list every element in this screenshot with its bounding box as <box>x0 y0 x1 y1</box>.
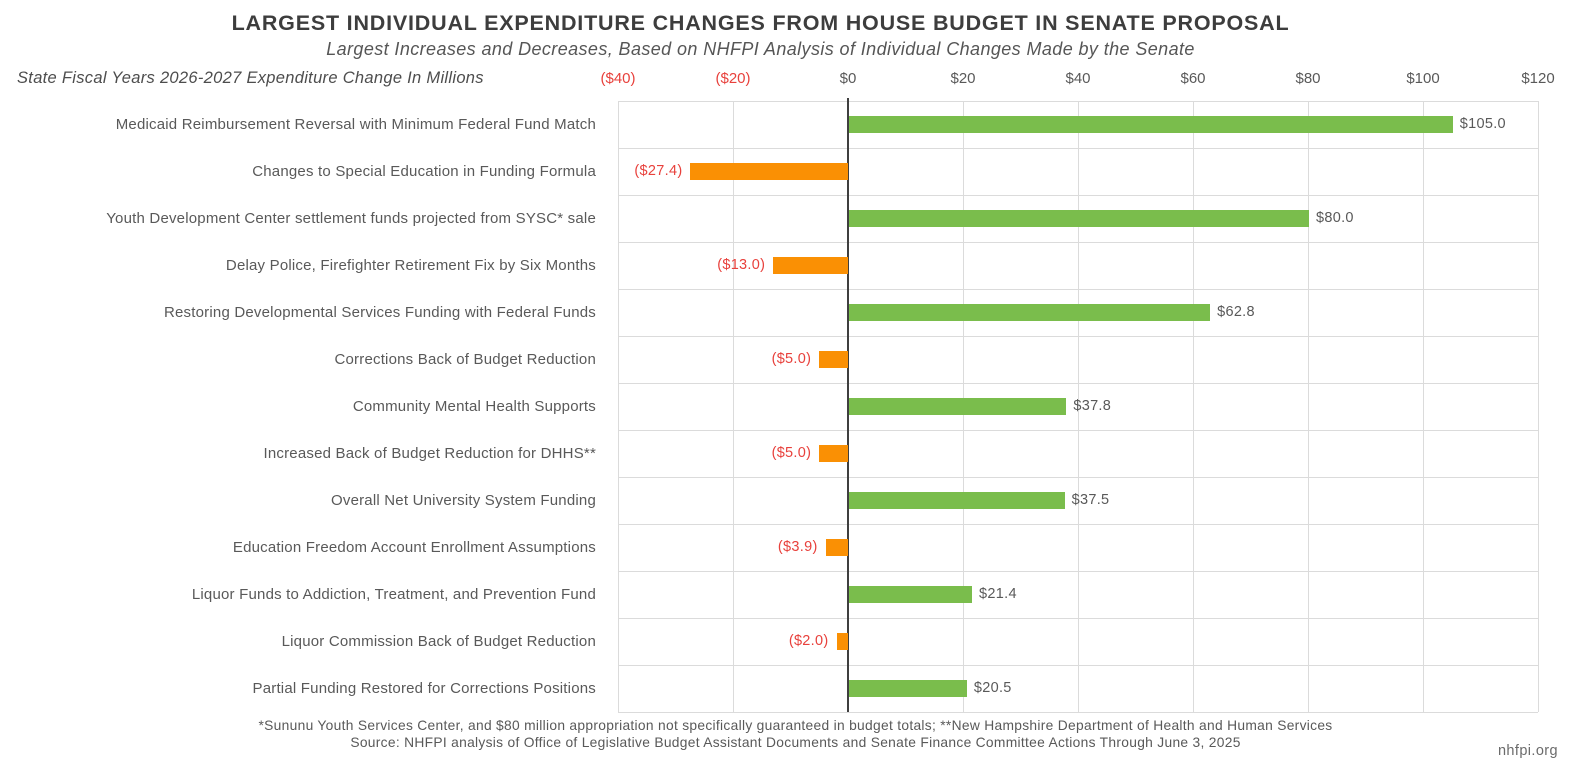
axis-tick-label: $60 <box>1180 70 1206 87</box>
source-text: Source: NHFPI analysis of Office of Legi… <box>350 735 1241 750</box>
bar-value-label: ($2.0) <box>788 633 829 649</box>
gridline-horizontal <box>618 430 1538 431</box>
bar-positive <box>849 398 1067 415</box>
bar-negative <box>819 445 848 462</box>
category-label: Increased Back of Budget Reduction for D… <box>263 445 596 462</box>
gridline-horizontal <box>618 712 1538 713</box>
gridline-horizontal <box>618 524 1538 525</box>
gridline-vertical <box>1193 101 1194 712</box>
category-label: Youth Development Center settlement fund… <box>106 210 596 227</box>
bar-value-label: ($27.4) <box>634 163 683 179</box>
axis-tick-label: $40 <box>1065 70 1091 87</box>
bar-negative <box>690 163 848 180</box>
bar-value-label: ($5.0) <box>771 445 812 461</box>
axis-tick-label: $80 <box>1295 70 1321 87</box>
bar-value-label: $21.4 <box>979 586 1017 602</box>
gridline-vertical <box>1308 101 1309 712</box>
gridline-vertical <box>1078 101 1079 712</box>
category-label: Medicaid Reimbursement Reversal with Min… <box>115 116 596 133</box>
bar-value-label: $20.5 <box>973 680 1012 696</box>
gridline-horizontal <box>618 336 1538 337</box>
bar-positive <box>849 586 973 603</box>
category-label: Liquor Funds to Addiction, Treatment, an… <box>191 586 596 603</box>
gridline-vertical <box>1423 101 1424 712</box>
website-label: nhfpi.org <box>1497 743 1558 759</box>
axis-tick-label: ($20) <box>715 70 751 87</box>
gridline-vertical <box>618 101 619 712</box>
category-label: Partial Funding Restored for Corrections… <box>252 680 596 697</box>
gridline-horizontal <box>618 101 1538 102</box>
category-label: Restoring Developmental Services Funding… <box>163 304 596 321</box>
bar-value-label: ($3.9) <box>777 539 818 555</box>
footnote-text: *Sununu Youth Services Center, and $80 m… <box>258 718 1333 733</box>
axis-tick-label: $100 <box>1406 70 1440 87</box>
category-label: Community Mental Health Supports <box>352 398 596 415</box>
gridline-horizontal <box>618 477 1538 478</box>
bar-value-label: $37.5 <box>1071 492 1110 508</box>
bar-value-label: ($13.0) <box>717 257 766 273</box>
bar-value-label: $105.0 <box>1459 116 1506 132</box>
bar-positive <box>849 304 1211 321</box>
zero-axis-line <box>847 98 849 712</box>
axis-tick-label: ($40) <box>600 70 636 87</box>
gridline-horizontal <box>618 618 1538 619</box>
plot-area: $105.0 ($27.4) $80.0 ($13.0) $62.8 ($5.0) $37.… <box>618 98 1539 713</box>
bar-positive <box>849 210 1309 227</box>
category-label: Overall Net University System Funding <box>331 492 596 509</box>
bar-negative <box>825 539 848 556</box>
bar-negative <box>819 351 848 368</box>
chart-subtitle: Largest Increases and Decreases, Based o… <box>326 39 1195 59</box>
category-labels: Medicaid Reimbursement Reversal with Min… <box>10 101 596 712</box>
bar-positive <box>849 492 1065 509</box>
category-label: Liquor Commission Back of Budget Reducti… <box>281 633 596 650</box>
axis-tick-label: $120 <box>1521 70 1555 87</box>
bar-positive <box>849 680 967 697</box>
bar-value-label: ($5.0) <box>771 351 812 367</box>
axis-tick-label: $0 <box>839 70 857 87</box>
gridline-vertical <box>1538 101 1539 712</box>
gridline-horizontal <box>618 665 1538 666</box>
category-label: Delay Police, Firefighter Retirement Fix… <box>225 257 596 274</box>
category-label: Corrections Back of Budget Reduction <box>334 351 596 368</box>
category-label: Education Freedom Account Enrollment Ass… <box>232 539 596 556</box>
category-label: Changes to Special Education in Funding … <box>252 163 596 180</box>
bar-negative <box>836 633 848 650</box>
bar-value-label: $37.8 <box>1073 398 1112 414</box>
bar-negative <box>773 257 848 274</box>
gridline-horizontal <box>618 571 1538 572</box>
axis-tick-label: $20 <box>950 70 976 87</box>
gridline-vertical <box>733 101 734 712</box>
bar-value-label: $62.8 <box>1217 304 1255 320</box>
gridline-horizontal <box>618 195 1538 196</box>
gridline-horizontal <box>618 383 1538 384</box>
gridline-horizontal <box>618 148 1538 149</box>
x-axis-label: State Fiscal Years 2026-2027 Expenditure… <box>17 69 484 87</box>
gridline-horizontal <box>618 242 1538 243</box>
chart-title: LARGEST INDIVIDUAL EXPENDITURE CHANGES F… <box>231 11 1290 35</box>
bar-value-label: $80.0 <box>1316 210 1354 226</box>
gridline-horizontal <box>618 289 1538 290</box>
bar-positive <box>849 116 1453 133</box>
